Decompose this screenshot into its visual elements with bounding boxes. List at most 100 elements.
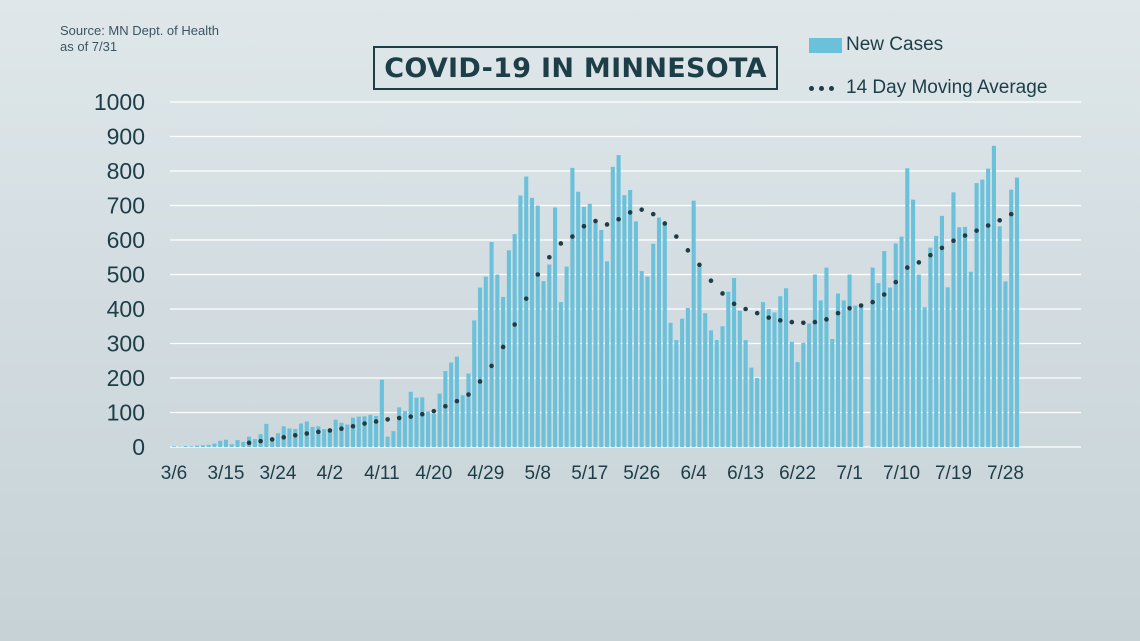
average-point	[316, 429, 321, 435]
y-tick-label: 300	[107, 331, 145, 357]
bar	[957, 227, 962, 447]
bar	[789, 341, 794, 447]
bar	[899, 236, 904, 447]
bar	[622, 195, 627, 447]
bar	[853, 305, 858, 447]
bar	[755, 378, 760, 447]
bar	[801, 342, 806, 447]
bar	[397, 407, 402, 447]
average-point	[627, 210, 633, 215]
x-tick-label: 7/1	[836, 463, 862, 484]
y-tick-label: 600	[107, 227, 145, 253]
bar	[934, 235, 939, 447]
bar	[674, 340, 679, 447]
bar	[668, 322, 673, 447]
average-point	[928, 252, 933, 258]
bar	[680, 318, 685, 447]
bar	[841, 300, 846, 447]
bar	[466, 373, 471, 447]
bar	[189, 446, 194, 447]
bar	[628, 189, 633, 447]
x-tick-label: 4/2	[317, 463, 343, 484]
chart-title: COVID-19 IN MINNESOTA	[384, 52, 767, 84]
bar	[426, 411, 431, 447]
average-point	[985, 223, 991, 228]
average-point	[547, 254, 552, 260]
bar	[270, 438, 275, 447]
bar	[922, 307, 927, 447]
average-point	[419, 411, 425, 417]
bar	[772, 312, 777, 447]
bar	[477, 287, 483, 447]
x-tick-label: 3/15	[207, 463, 244, 484]
x-tick-label: 7/28	[987, 463, 1024, 484]
bar	[807, 323, 812, 447]
average-point	[362, 421, 367, 426]
bar	[876, 283, 881, 447]
bar	[945, 287, 950, 447]
bar	[293, 429, 298, 447]
legend-item-moving-average: 14 Day Moving Average	[809, 75, 1047, 101]
bar	[443, 371, 448, 447]
as-of-line: as of 7/31	[60, 39, 118, 54]
bar	[905, 168, 910, 448]
average-point	[535, 272, 541, 277]
average-point	[1008, 211, 1014, 217]
bar	[645, 276, 650, 447]
average-point	[904, 265, 910, 270]
bar	[974, 183, 979, 447]
bar	[518, 195, 523, 447]
average-point	[789, 319, 795, 325]
average-point	[281, 435, 287, 440]
bar	[887, 287, 893, 447]
bar	[581, 206, 587, 447]
bar	[847, 274, 852, 447]
bar	[1003, 281, 1008, 447]
average-point	[431, 408, 437, 414]
average-point	[870, 299, 875, 305]
y-tick-label: 0	[132, 434, 145, 460]
average-point	[639, 207, 644, 212]
bar	[685, 307, 690, 447]
bar	[524, 176, 529, 447]
y-tick-label: 400	[107, 296, 145, 322]
average-point	[292, 432, 298, 438]
bar	[414, 397, 419, 447]
bar	[241, 441, 246, 447]
average-point	[408, 414, 414, 419]
average-point	[951, 238, 956, 243]
bar-series	[171, 145, 1020, 448]
y-tick-label: 100	[107, 400, 145, 426]
bar	[235, 440, 240, 447]
bar	[818, 300, 823, 447]
bar	[431, 413, 436, 447]
bar	[483, 276, 488, 447]
average-point	[523, 296, 529, 301]
average-point	[246, 440, 252, 446]
bar	[691, 200, 696, 447]
bar	[362, 416, 367, 447]
bar	[206, 444, 211, 447]
legend-swatch-bars	[809, 37, 842, 53]
bar	[991, 145, 996, 447]
average-point	[443, 403, 448, 409]
bar	[749, 367, 754, 447]
x-tick-label: 6/13	[727, 463, 764, 484]
bar	[541, 281, 546, 447]
bar	[449, 362, 454, 447]
average-point	[743, 306, 748, 312]
bar	[339, 422, 344, 447]
bar	[229, 444, 234, 447]
bar	[298, 423, 304, 447]
bar	[489, 242, 494, 447]
average-point	[731, 301, 737, 307]
bar	[951, 192, 956, 447]
bar	[379, 379, 384, 447]
bar	[830, 339, 835, 447]
bar	[374, 415, 379, 447]
bar	[737, 310, 742, 447]
average-point	[893, 279, 899, 285]
bar	[714, 340, 719, 447]
bar	[783, 288, 789, 447]
average-point	[581, 223, 587, 229]
